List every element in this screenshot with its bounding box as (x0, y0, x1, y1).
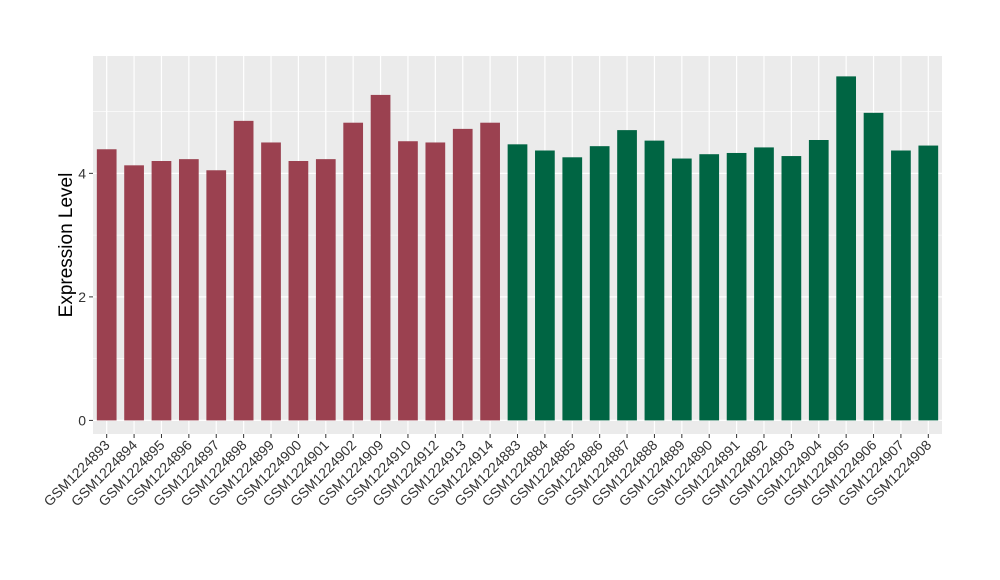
bar-GSM1224885 (562, 157, 583, 421)
bar-GSM1224912 (425, 142, 446, 421)
bar-GSM1224902 (343, 122, 364, 421)
bars (96, 76, 939, 421)
bar-GSM1224892 (754, 147, 774, 421)
bar-GSM1224897 (206, 170, 227, 421)
bar-GSM1224903 (781, 156, 802, 421)
bar-GSM1224904 (808, 140, 829, 421)
bar-GSM1224889 (671, 158, 692, 421)
bar-GSM1224883 (507, 144, 528, 421)
bar-GSM1224888 (644, 140, 665, 421)
bar-GSM1224886 (589, 146, 610, 421)
bar-GSM1224896 (178, 159, 199, 421)
bar-GSM1224894 (124, 165, 144, 421)
bar-GSM1224895 (151, 161, 172, 421)
y-tick-label: 4 (78, 165, 86, 181)
bar-GSM1224890 (699, 154, 720, 421)
y-axis-title: Expression Level (56, 173, 77, 318)
x-axis: GSM1224893GSM1224894GSM1224895GSM1224896… (40, 434, 935, 509)
bar-GSM1224898 (233, 120, 254, 421)
bar-GSM1224899 (261, 142, 281, 421)
bar-GSM1224887 (617, 130, 637, 421)
bar-GSM1224906 (863, 112, 884, 421)
bar-GSM1224884 (535, 150, 555, 421)
y-tick-label: 0 (78, 412, 86, 428)
bar-GSM1224905 (836, 76, 857, 421)
y-tick-label: 2 (78, 289, 86, 305)
y-axis: 0 2 4 (78, 165, 93, 428)
bar-GSM1224900 (288, 161, 309, 421)
bar-GSM1224910 (398, 141, 418, 421)
bar-GSM1224913 (452, 128, 473, 421)
bar-GSM1224891 (726, 152, 747, 421)
bar-GSM1224907 (891, 150, 911, 421)
bar-GSM1224893 (96, 149, 117, 421)
bar-GSM1224908 (918, 145, 939, 421)
bar-GSM1224909 (370, 94, 391, 421)
bar-GSM1224914 (480, 122, 500, 421)
bar-GSM1224901 (315, 159, 336, 421)
